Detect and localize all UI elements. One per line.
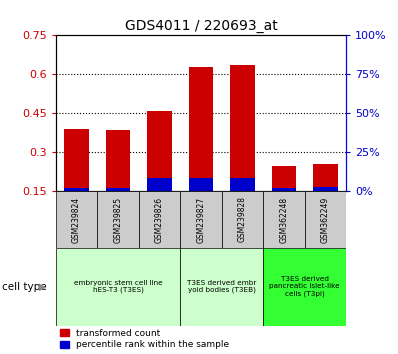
- Text: T3ES derived embr
yoid bodies (T3EB): T3ES derived embr yoid bodies (T3EB): [187, 280, 256, 293]
- Text: GSM239826: GSM239826: [155, 196, 164, 242]
- Title: GDS4011 / 220693_at: GDS4011 / 220693_at: [125, 19, 277, 33]
- Text: cell type: cell type: [2, 282, 47, 292]
- Bar: [180, 248, 263, 326]
- Text: GSM239827: GSM239827: [197, 196, 205, 242]
- Bar: [105, 188, 131, 191]
- Bar: [56, 191, 97, 248]
- Bar: [105, 130, 131, 191]
- Bar: [271, 188, 297, 191]
- Bar: [97, 191, 139, 248]
- Legend: transformed count, percentile rank within the sample: transformed count, percentile rank withi…: [60, 329, 230, 349]
- Bar: [64, 188, 89, 191]
- Text: GSM362248: GSM362248: [279, 196, 289, 242]
- Text: GSM239825: GSM239825: [113, 196, 123, 242]
- Bar: [64, 129, 89, 191]
- Bar: [56, 248, 180, 326]
- Text: embryonic stem cell line
hES-T3 (T3ES): embryonic stem cell line hES-T3 (T3ES): [74, 280, 162, 293]
- Bar: [222, 191, 263, 248]
- Text: GSM239828: GSM239828: [238, 196, 247, 242]
- Text: GSM239824: GSM239824: [72, 196, 81, 242]
- Bar: [271, 166, 297, 191]
- Bar: [147, 178, 172, 191]
- Bar: [189, 178, 213, 191]
- Bar: [313, 164, 338, 191]
- Text: ▶: ▶: [39, 282, 47, 292]
- Bar: [230, 65, 255, 191]
- Bar: [305, 191, 346, 248]
- Text: T3ES derived
pancreatic islet-like
cells (T3pi): T3ES derived pancreatic islet-like cells…: [269, 276, 340, 297]
- Bar: [147, 111, 172, 191]
- Bar: [230, 178, 255, 191]
- Bar: [180, 191, 222, 248]
- Bar: [263, 191, 305, 248]
- Text: GSM362249: GSM362249: [321, 196, 330, 242]
- Bar: [263, 248, 346, 326]
- Bar: [313, 187, 338, 191]
- Bar: [139, 191, 180, 248]
- Bar: [189, 67, 213, 191]
